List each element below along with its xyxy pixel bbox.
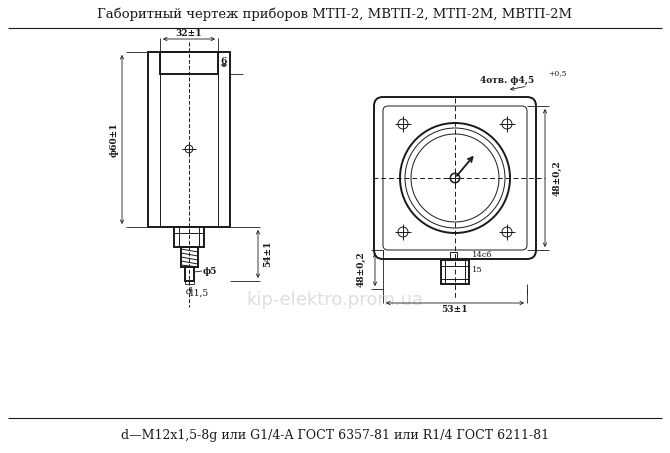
Text: d: d bbox=[186, 286, 192, 295]
Text: d—M12x1,5-8g или G1/4-A ГОСТ 6357-81 или R1/4 ГОСТ 6211-81: d—M12x1,5-8g или G1/4-A ГОСТ 6357-81 или… bbox=[121, 429, 549, 442]
Bar bbox=[160, 52, 218, 227]
Text: ф5: ф5 bbox=[203, 266, 217, 275]
Text: 48±0,2: 48±0,2 bbox=[356, 251, 366, 287]
Bar bbox=[160, 52, 218, 74]
Bar bbox=[174, 227, 204, 247]
Text: Габоритный чертеж приборов МТП-2, МВТП-2, МТП-2М, МВТП-2М: Габоритный чертеж приборов МТП-2, МВТП-2… bbox=[97, 7, 573, 21]
Text: ф60±1: ф60±1 bbox=[109, 122, 119, 157]
Text: 54±1: 54±1 bbox=[263, 241, 273, 267]
Bar bbox=[450, 252, 457, 259]
Bar bbox=[185, 267, 194, 281]
Text: 15: 15 bbox=[472, 266, 483, 274]
Text: kip-elektro.prom.ua: kip-elektro.prom.ua bbox=[247, 291, 423, 309]
Text: 4отв. ф4,5: 4отв. ф4,5 bbox=[480, 76, 534, 85]
Text: 53±1: 53±1 bbox=[442, 304, 468, 313]
Bar bbox=[181, 247, 198, 267]
Bar bbox=[441, 260, 469, 284]
Text: 14сб: 14сб bbox=[472, 251, 492, 259]
Bar bbox=[148, 52, 230, 227]
Text: 48±0,2: 48±0,2 bbox=[553, 160, 561, 196]
Text: +0,5: +0,5 bbox=[548, 69, 567, 77]
Text: 32±1: 32±1 bbox=[176, 29, 202, 39]
Text: 11,5: 11,5 bbox=[189, 289, 209, 298]
Text: 6: 6 bbox=[221, 57, 227, 66]
